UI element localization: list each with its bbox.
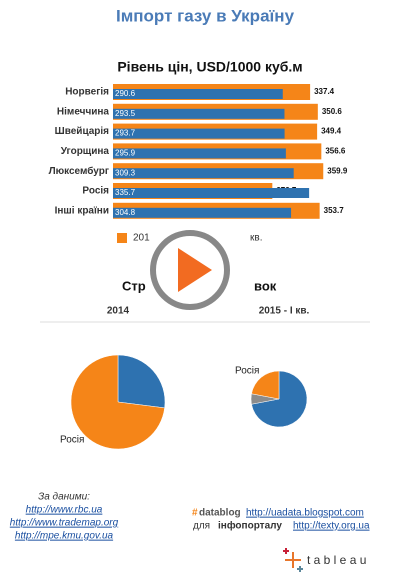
category-label: Швейцарія xyxy=(55,126,109,137)
pie-subtitle: 2015 - І кв. xyxy=(259,306,310,317)
for-text: для xyxy=(193,521,210,532)
slice-label: Росія xyxy=(60,435,84,446)
bar xyxy=(113,148,286,159)
value-label: 335.7 xyxy=(115,188,136,197)
value-label: 295.9 xyxy=(115,149,136,158)
pie-slice xyxy=(251,370,280,400)
pie-slice xyxy=(70,354,165,450)
category-label: Угорщина xyxy=(61,146,110,157)
chart-title: Рівень цін, USD/1000 куб.м xyxy=(117,59,302,75)
source-link[interactable]: http://www.trademap.org xyxy=(10,518,119,529)
value-label: 304.8 xyxy=(115,208,136,217)
value-label: 359.9 xyxy=(327,166,348,175)
category-label: Інші країни xyxy=(55,205,109,216)
value-label: 337.4 xyxy=(314,87,335,96)
datablog-link[interactable]: http://uadata.blogspot.com xyxy=(246,508,364,519)
page-title: Імпорт газу в Україну xyxy=(116,6,295,25)
legend-swatch xyxy=(117,233,127,243)
bar-chart: Норвегія 337.4 290.6 Німеччина 350.6 293.5 Шве… xyxy=(49,84,348,244)
legend-label: кв. xyxy=(250,233,262,244)
bar xyxy=(113,168,294,179)
value-label: 350.6 xyxy=(322,107,343,116)
pie-slice xyxy=(117,354,166,409)
value-label: 293.7 xyxy=(115,129,136,138)
source-link[interactable]: http://www.rbc.ua xyxy=(26,505,103,516)
bar xyxy=(113,108,285,119)
value-label: 353.7 xyxy=(324,206,345,215)
category-label: Норвегія xyxy=(65,87,109,98)
tableau-logo: t a b l e a u xyxy=(283,548,366,572)
section-title: Стр xyxy=(122,278,146,293)
portal-link[interactable]: http://texty.org.ua xyxy=(293,521,370,532)
value-label: 349.4 xyxy=(321,127,342,136)
datablog: datablog xyxy=(199,508,241,519)
pie-charts: Росія Росія xyxy=(60,354,308,450)
bar xyxy=(113,188,310,198)
source-label: За даними: xyxy=(38,492,90,503)
bar xyxy=(113,207,292,218)
value-label: 290.6 xyxy=(115,89,136,98)
portal-text: інфопорталу xyxy=(218,520,282,532)
bar xyxy=(113,89,283,99)
hash: # xyxy=(192,508,198,519)
pie-subtitle: 2014 xyxy=(107,306,130,317)
value-label: 309.3 xyxy=(115,168,136,177)
bar xyxy=(113,128,285,139)
slice-label: Росія xyxy=(235,366,259,377)
logo-text: t a b l e a u xyxy=(307,553,366,567)
section-title: вок xyxy=(254,278,277,293)
category-label: Німеччина xyxy=(57,106,110,117)
source-link[interactable]: http://mpe.kmu.gov.ua xyxy=(15,531,114,542)
value-label: 293.5 xyxy=(115,109,136,118)
legend-label: 201 xyxy=(133,233,150,244)
play-button[interactable] xyxy=(150,230,230,310)
category-label: Росія xyxy=(82,186,109,197)
category-label: Люксембург xyxy=(49,165,109,177)
value-label: 356.6 xyxy=(325,147,346,156)
